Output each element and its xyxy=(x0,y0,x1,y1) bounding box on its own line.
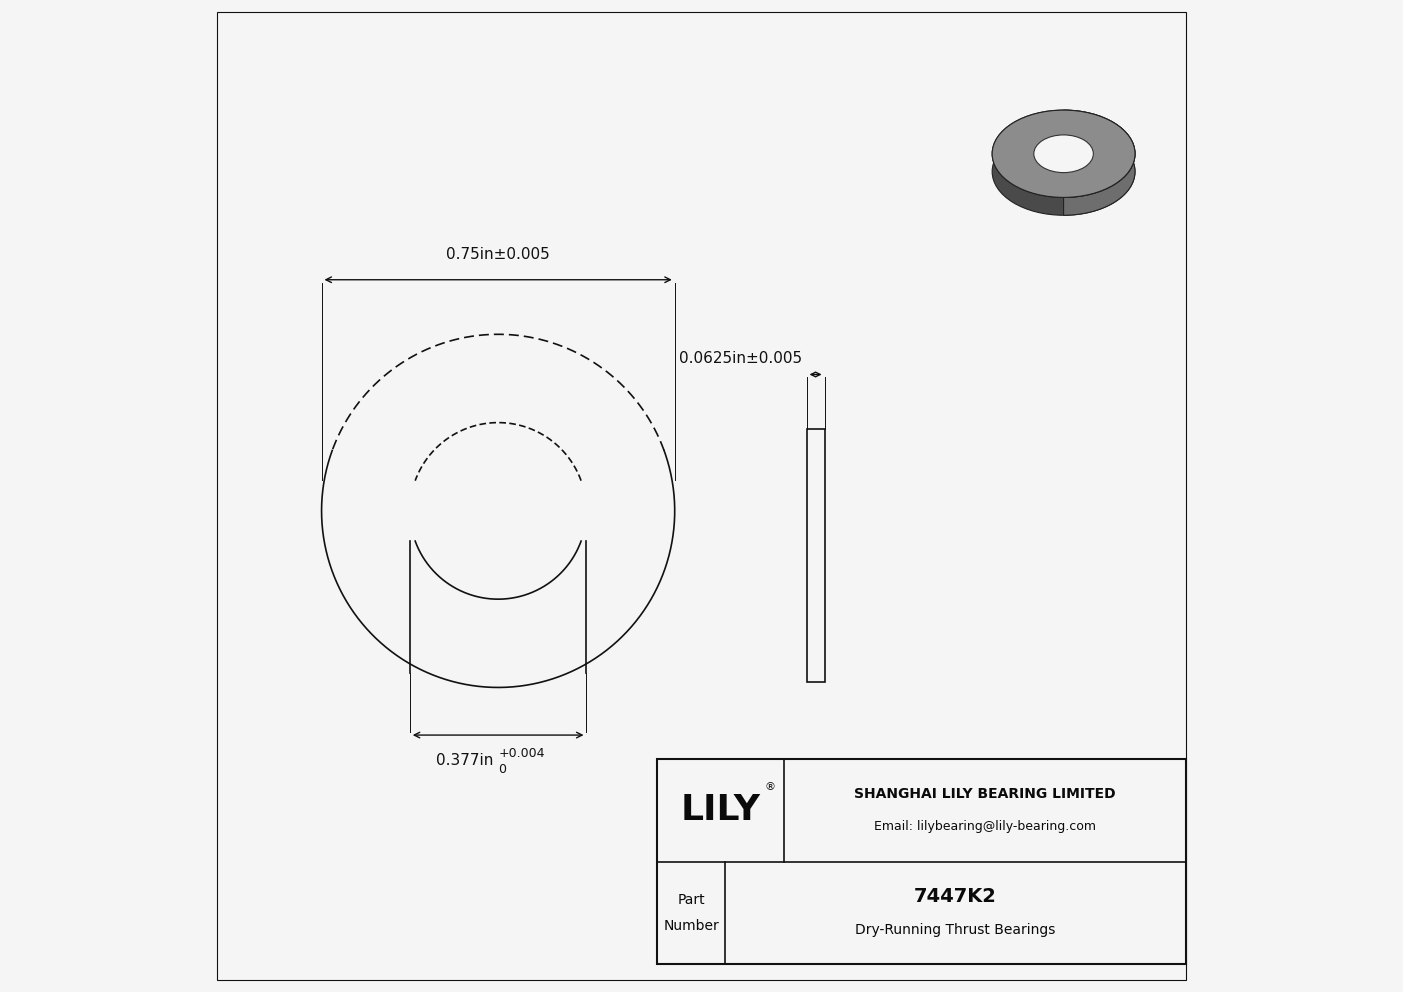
Text: 0.377in: 0.377in xyxy=(436,753,494,768)
Polygon shape xyxy=(1063,110,1135,215)
Text: +0.004: +0.004 xyxy=(498,747,544,760)
Text: Email: lilybearing@lily-bearing.com: Email: lilybearing@lily-bearing.com xyxy=(874,819,1096,832)
Text: 0.0625in±0.005: 0.0625in±0.005 xyxy=(679,351,801,366)
Ellipse shape xyxy=(992,128,1135,215)
Text: Part: Part xyxy=(678,893,704,907)
Text: 7447K2: 7447K2 xyxy=(913,887,998,906)
Ellipse shape xyxy=(1034,135,1093,173)
Bar xyxy=(657,759,1186,964)
Ellipse shape xyxy=(1034,153,1093,190)
Ellipse shape xyxy=(992,110,1135,197)
Text: ®: ® xyxy=(765,783,776,793)
Polygon shape xyxy=(1034,135,1063,190)
Text: Dry-Running Thrust Bearings: Dry-Running Thrust Bearings xyxy=(856,923,1055,936)
Text: Number: Number xyxy=(664,919,718,932)
Ellipse shape xyxy=(992,110,1135,197)
Bar xyxy=(807,429,825,682)
Text: LILY: LILY xyxy=(680,794,760,827)
Text: SHANGHAI LILY BEARING LIMITED: SHANGHAI LILY BEARING LIMITED xyxy=(854,788,1115,802)
Text: 0: 0 xyxy=(498,763,506,776)
Text: 0.75in±0.005: 0.75in±0.005 xyxy=(446,247,550,262)
